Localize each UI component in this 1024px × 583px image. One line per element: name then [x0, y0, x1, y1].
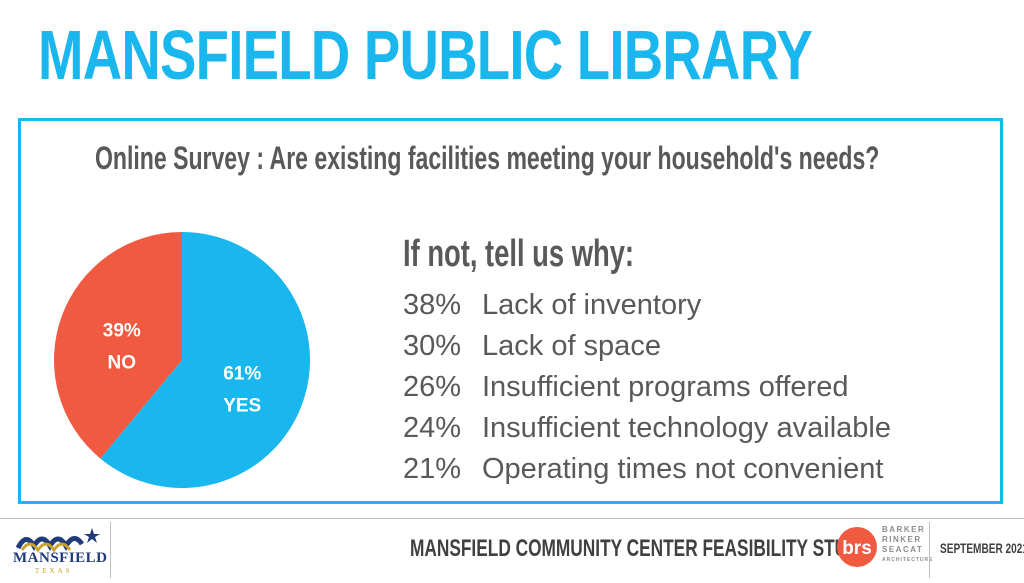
reason-text: Operating times not convenient: [482, 453, 884, 485]
reason-item: 24% Insufficient technology available: [403, 408, 891, 449]
reason-percent: 30%: [403, 330, 462, 362]
firm-line: SEACAT: [882, 545, 924, 554]
reason-item: 26% Insufficient programs offered: [403, 367, 891, 408]
pie-category-label: NO: [108, 352, 137, 373]
logo-sub: TEXAS: [35, 567, 73, 575]
study-title: MANSFIELD COMMUNITY CENTER FEASIBILITY S…: [410, 535, 872, 562]
firm-mark-text: brs: [842, 538, 872, 559]
mansfield-logo-icon: [15, 528, 100, 553]
firm-logo-icon: brs: [837, 527, 877, 567]
footer-divider: [0, 518, 1024, 519]
reason-text: Insufficient programs offered: [482, 371, 849, 403]
reasons-heading: If not, tell us why:: [403, 233, 635, 275]
reason-text: Insufficient technology available: [482, 412, 891, 444]
pie-slice-yes: [100, 232, 311, 489]
pie-slice-no: [53, 232, 182, 459]
page-title: MANSFIELD PUBLIC LIBRARY: [38, 16, 813, 94]
pie-category-label: YES: [223, 396, 261, 417]
firm-sub: ARCHITECTURE: [882, 557, 934, 563]
reason-text: Lack of space: [482, 330, 661, 362]
pie-chart: 61% YES 39% NO: [53, 232, 311, 489]
reason-percent: 38%: [403, 289, 462, 321]
pie-chart-svg: 61% YES 39% NO: [53, 232, 311, 489]
reason-text: Lack of inventory: [482, 289, 702, 321]
firm-divider: [929, 522, 930, 578]
reason-item: 21% Operating times not convenient: [403, 449, 891, 490]
reason-item: 38% Lack of inventory: [403, 285, 891, 326]
reason-percent: 26%: [403, 371, 462, 403]
reasons-list: 38% Lack of inventory 30% Lack of space 26…: [403, 285, 891, 490]
reason-percent: 24%: [403, 412, 462, 444]
logo-name: MANSFIELD: [13, 550, 108, 566]
survey-question: Online Survey : Are existing facilities …: [95, 140, 880, 176]
firm-name: BARKER RINKER SEACAT ARCHITECTURE: [882, 525, 933, 565]
pie-value-label: 39%: [103, 320, 141, 341]
firm-line: BARKER: [882, 525, 926, 534]
reason-item: 30% Lack of space: [403, 326, 891, 367]
logo-divider: [110, 522, 111, 578]
survey-panel: [18, 118, 1003, 504]
firm-line: RINKER: [882, 535, 922, 544]
reason-percent: 21%: [403, 453, 462, 485]
pie-value-label: 61%: [223, 364, 261, 385]
study-date: SEPTEMBER 2021: [940, 540, 1024, 556]
